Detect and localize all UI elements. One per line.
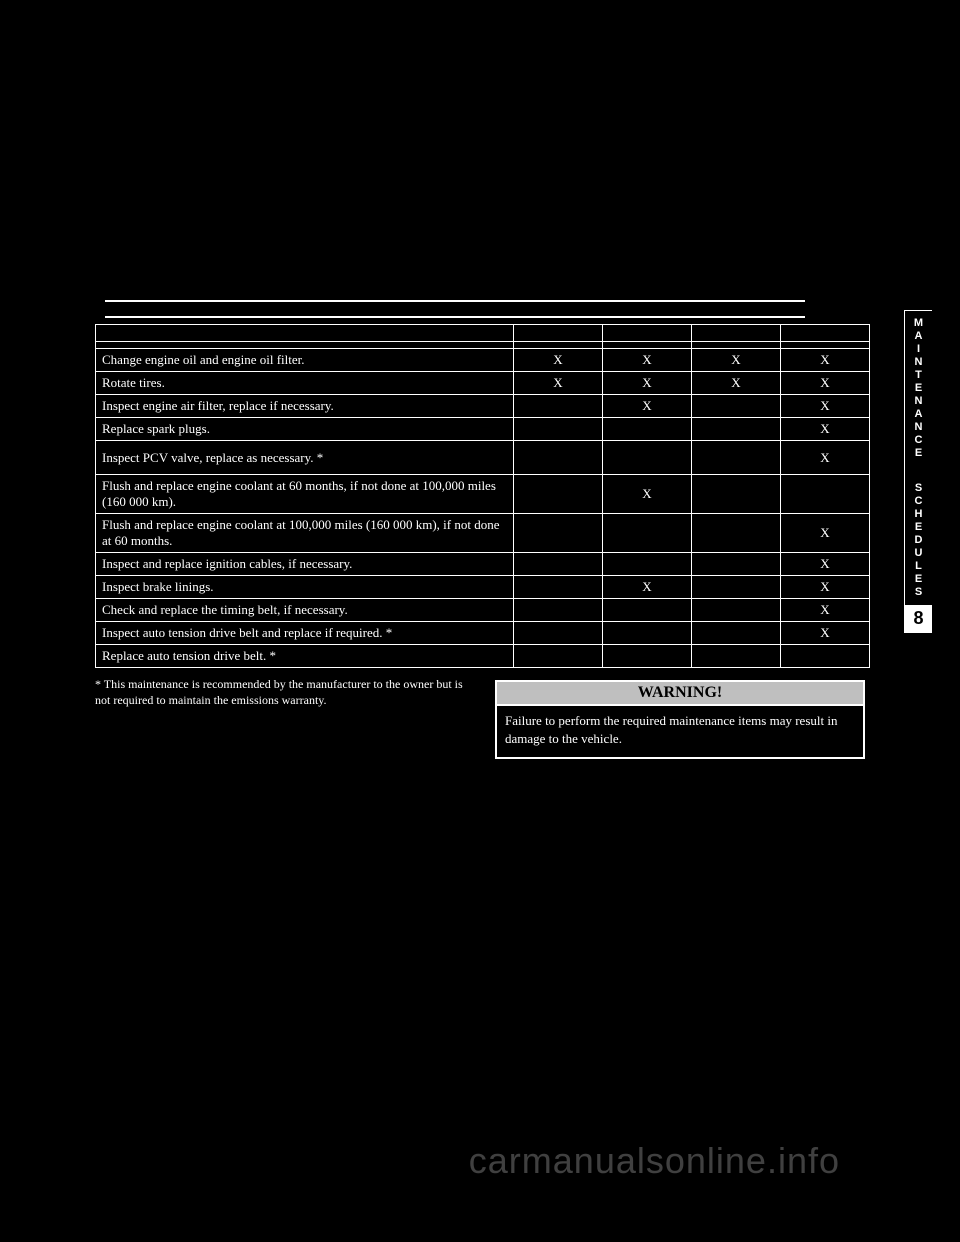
row-mark [602, 599, 691, 622]
row-description: Flush and replace engine coolant at 100,… [96, 514, 514, 553]
row-mark [691, 475, 780, 514]
row-mark [780, 645, 869, 668]
row-mark [513, 475, 602, 514]
row-mark [602, 342, 691, 349]
header-col-4 [780, 325, 869, 342]
row-mark: X [602, 372, 691, 395]
row-mark [691, 342, 780, 349]
row-description: Rotate tires. [96, 372, 514, 395]
row-mark: X [780, 441, 869, 475]
row-mark [602, 622, 691, 645]
row-mark [691, 441, 780, 475]
row-mark [602, 514, 691, 553]
table-row: Replace auto tension drive belt. * [96, 645, 870, 668]
row-mark: X [780, 372, 869, 395]
row-description [96, 342, 514, 349]
row-mark: X [780, 576, 869, 599]
side-tab: MAINTENANCE SCHEDULES 8 [904, 310, 932, 633]
row-mark: X [602, 576, 691, 599]
row-description: Inspect and replace ignition cables, if … [96, 553, 514, 576]
row-description: Inspect engine air filter, replace if ne… [96, 395, 514, 418]
row-mark [513, 645, 602, 668]
side-tab-word-1: MAINTENANCE [905, 311, 932, 466]
warning-box: WARNING! Failure to perform the required… [495, 680, 865, 759]
row-description: Flush and replace engine coolant at 60 m… [96, 475, 514, 514]
row-mark [691, 645, 780, 668]
side-tab-number: 8 [905, 605, 932, 632]
maintenance-table: Change engine oil and engine oil filter.… [95, 324, 870, 668]
row-description: Inspect auto tension drive belt and repl… [96, 622, 514, 645]
row-mark [691, 395, 780, 418]
table-row: Inspect and replace ignition cables, if … [96, 553, 870, 576]
row-mark [691, 622, 780, 645]
row-mark [602, 553, 691, 576]
row-mark [602, 441, 691, 475]
row-mark [602, 645, 691, 668]
row-mark: X [691, 349, 780, 372]
row-mark [780, 475, 869, 514]
row-description: Change engine oil and engine oil filter. [96, 349, 514, 372]
row-mark: X [780, 553, 869, 576]
row-description: Inspect brake linings. [96, 576, 514, 599]
row-mark: X [780, 349, 869, 372]
table-row: Inspect PCV valve, replace as necessary.… [96, 441, 870, 475]
row-mark [602, 418, 691, 441]
table-row: Rotate tires.XXXX [96, 372, 870, 395]
row-mark [691, 514, 780, 553]
row-description: Replace spark plugs. [96, 418, 514, 441]
warning-body: Failure to perform the required maintena… [497, 706, 863, 757]
table-row: Flush and replace engine coolant at 60 m… [96, 475, 870, 514]
row-mark: X [780, 418, 869, 441]
table-row: Inspect brake linings. X X [96, 576, 870, 599]
header-blank [96, 325, 514, 342]
row-mark [513, 576, 602, 599]
watermark: carmanualsonline.info [469, 1140, 840, 1182]
row-mark: X [602, 395, 691, 418]
row-mark: X [513, 349, 602, 372]
row-mark [513, 342, 602, 349]
table-row: Check and replace the timing belt, if ne… [96, 599, 870, 622]
mileage-header-bar [105, 300, 805, 318]
row-mark [513, 418, 602, 441]
row-mark [513, 553, 602, 576]
table-row: Inspect auto tension drive belt and repl… [96, 622, 870, 645]
row-mark [691, 553, 780, 576]
row-mark: X [691, 372, 780, 395]
row-mark: X [513, 372, 602, 395]
row-mark [780, 342, 869, 349]
table-row [96, 342, 870, 349]
row-mark: X [780, 599, 869, 622]
row-description: Check and replace the timing belt, if ne… [96, 599, 514, 622]
page-content: Change engine oil and engine oil filter.… [95, 300, 870, 708]
row-mark [691, 576, 780, 599]
row-mark: X [602, 349, 691, 372]
row-mark [513, 441, 602, 475]
header-col-3 [691, 325, 780, 342]
row-mark [513, 622, 602, 645]
header-col-1 [513, 325, 602, 342]
table-row: Change engine oil and engine oil filter.… [96, 349, 870, 372]
row-mark [513, 395, 602, 418]
table-row: Replace spark plugs. X [96, 418, 870, 441]
row-mark: X [780, 395, 869, 418]
footnote-text: * This maintenance is recommended by the… [95, 676, 465, 708]
warning-title: WARNING! [497, 682, 863, 706]
row-mark [691, 418, 780, 441]
table-row: Flush and replace engine coolant at 100,… [96, 514, 870, 553]
row-mark [513, 514, 602, 553]
row-description: Replace auto tension drive belt. * [96, 645, 514, 668]
side-tab-word-2: SCHEDULES [905, 476, 932, 605]
row-mark: X [780, 514, 869, 553]
row-mark [691, 599, 780, 622]
table-header-row [96, 325, 870, 342]
row-mark: X [602, 475, 691, 514]
table-row: Inspect engine air filter, replace if ne… [96, 395, 870, 418]
header-col-2 [602, 325, 691, 342]
row-description: Inspect PCV valve, replace as necessary.… [96, 441, 514, 475]
row-mark [513, 599, 602, 622]
row-mark: X [780, 622, 869, 645]
